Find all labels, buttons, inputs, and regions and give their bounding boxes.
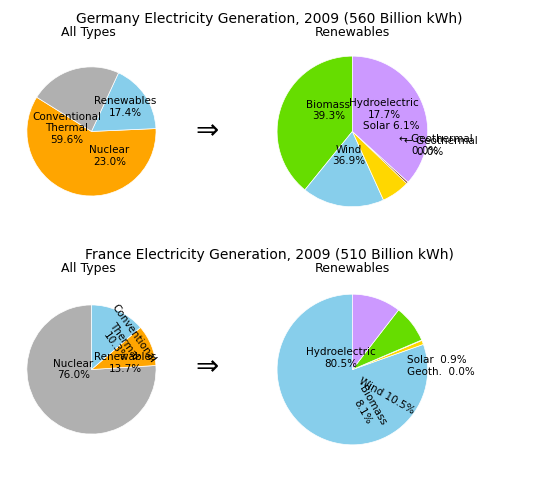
Wedge shape [352, 131, 407, 200]
Text: ← Geothermal
    0.0%: ← Geothermal 0.0% [399, 134, 473, 156]
Text: Hydroelectric
80.5%: Hydroelectric 80.5% [306, 347, 376, 369]
Text: All Types: All Types [61, 262, 116, 275]
Wedge shape [91, 327, 156, 370]
Wedge shape [352, 56, 428, 182]
Text: Nuclear
23.0%: Nuclear 23.0% [89, 145, 130, 167]
Text: Biomass
39.3%: Biomass 39.3% [306, 100, 350, 121]
Wedge shape [91, 305, 140, 370]
Text: Germany Electricity Generation, 2009 (560 Billion kWh): Germany Electricity Generation, 2009 (56… [76, 12, 462, 26]
Wedge shape [352, 294, 399, 370]
Text: Wind
36.9%: Wind 36.9% [332, 145, 365, 166]
Wedge shape [277, 56, 352, 190]
Wedge shape [27, 305, 156, 434]
Text: ← Geothermal
    0.0%: ← Geothermal 0.0% [404, 136, 477, 157]
Text: Renewables: Renewables [315, 262, 390, 275]
Text: Wind 10.5%: Wind 10.5% [357, 376, 416, 416]
Text: ⇒: ⇒ [195, 353, 219, 381]
Text: Solar  0.9%
Geoth.  0.0%: Solar 0.9% Geoth. 0.0% [407, 355, 475, 376]
Text: Renewables
17.4%: Renewables 17.4% [94, 96, 156, 118]
Text: France Electricity Generation, 2009 (510 Billion kWh): France Electricity Generation, 2009 (510… [84, 248, 454, 262]
Text: Biomass
8.1%: Biomass 8.1% [347, 384, 388, 433]
Wedge shape [352, 340, 423, 370]
Text: Hydroelectric
17.7%: Hydroelectric 17.7% [349, 98, 419, 120]
Text: Renewables
13.7%: Renewables 13.7% [94, 352, 156, 374]
Text: Solar 6.1%: Solar 6.1% [363, 121, 420, 131]
Wedge shape [91, 73, 156, 131]
Wedge shape [305, 131, 384, 207]
Wedge shape [37, 67, 118, 131]
Wedge shape [352, 310, 422, 370]
Wedge shape [277, 294, 428, 445]
Wedge shape [352, 131, 408, 184]
Text: ⇒: ⇒ [195, 118, 219, 145]
Text: Renewables: Renewables [315, 26, 390, 39]
Wedge shape [27, 97, 156, 196]
Text: Conventional
Thermal
10.3%: Conventional Thermal 10.3% [90, 303, 157, 378]
Text: All Types: All Types [61, 26, 116, 39]
Wedge shape [352, 340, 422, 370]
Text: Nuclear
76.0%: Nuclear 76.0% [53, 359, 94, 380]
Text: Conventional
Thermal
59.6%: Conventional Thermal 59.6% [32, 112, 102, 145]
